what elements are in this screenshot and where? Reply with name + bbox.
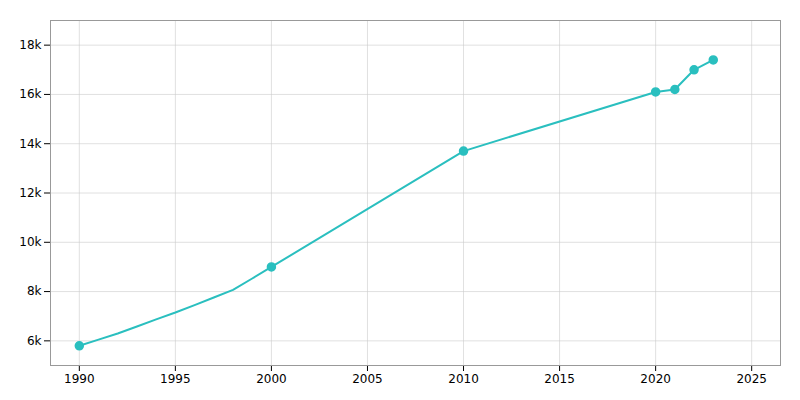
svg-text:2010: 2010 [448,372,479,386]
svg-text:2005: 2005 [352,372,383,386]
svg-text:2000: 2000 [256,372,287,386]
svg-text:10k: 10k [19,235,41,249]
svg-text:6k: 6k [27,334,42,348]
svg-text:2025: 2025 [736,372,767,386]
svg-text:2020: 2020 [640,372,671,386]
svg-text:18k: 18k [19,38,41,52]
svg-text:8k: 8k [27,284,42,298]
svg-text:16k: 16k [19,87,41,101]
svg-text:12k: 12k [19,186,41,200]
svg-text:1995: 1995 [160,372,191,386]
svg-text:2015: 2015 [544,372,575,386]
svg-text:14k: 14k [19,137,41,151]
svg-text:1990: 1990 [64,372,95,386]
